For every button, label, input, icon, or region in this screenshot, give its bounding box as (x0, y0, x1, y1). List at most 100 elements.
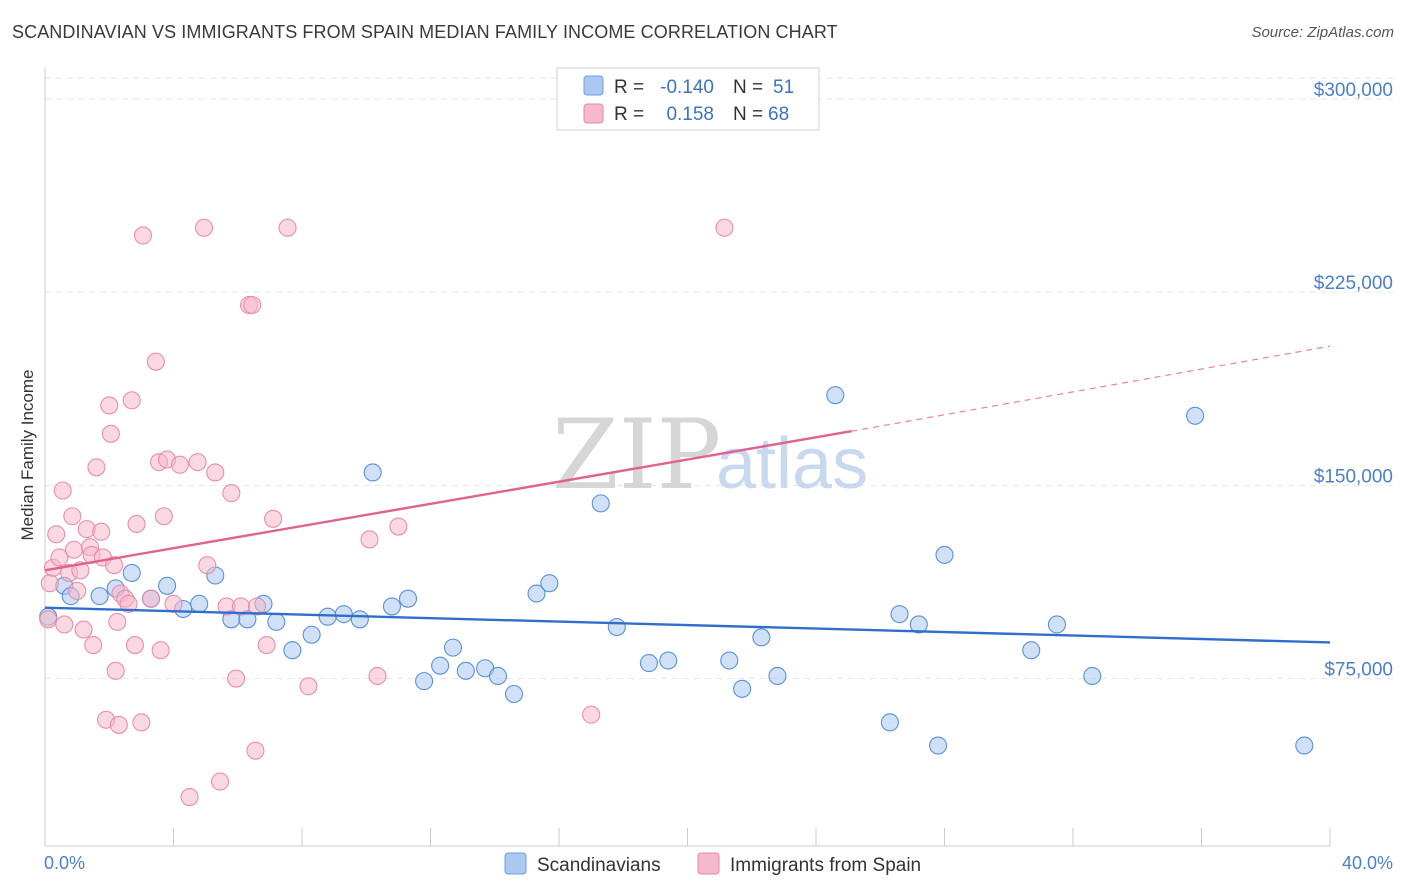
y-tick-label: $75,000 (1324, 660, 1393, 681)
legend: R = -0.140 N = 51 R = 0.158 N = 68 (556, 67, 820, 131)
scandinavian-point (488, 666, 508, 686)
spain-point (222, 484, 241, 503)
scandinavian-point (890, 605, 909, 624)
x-tick-label-max: 40.0% (1342, 853, 1393, 873)
spain-point (389, 517, 408, 536)
scandinavian-point (90, 587, 109, 606)
scandinavian-point (334, 605, 353, 624)
scandinavian-point (350, 610, 369, 629)
watermark: ZIP atlas (552, 399, 868, 511)
spain-point (257, 636, 276, 655)
scandinavian-point (443, 638, 463, 657)
legend-r-label: R = (614, 77, 644, 98)
spain-point (132, 713, 151, 732)
x-tick-label-min: 0.0% (44, 853, 85, 873)
spain-trend-line-extension (851, 345, 1331, 432)
y-tick-label: $225,000 (1314, 273, 1393, 294)
spain-point (63, 507, 82, 526)
spain-point (188, 453, 207, 472)
spain-point (125, 636, 144, 655)
scandinavian-point (267, 612, 286, 631)
scandinavian-trend-line (44, 606, 1331, 644)
spain-point (194, 218, 214, 237)
spain-point (133, 226, 153, 245)
spain-point (154, 507, 173, 526)
spain-point (92, 522, 111, 541)
spain-point (50, 548, 69, 567)
legend-r-value: 0.158 (666, 104, 714, 125)
legend-r-label: R = (614, 104, 644, 125)
axes (44, 68, 1331, 847)
spain-point (53, 481, 72, 500)
spain-point (39, 610, 58, 629)
scandinavian-point (540, 574, 559, 593)
bottom-legend-swatch-spain (697, 852, 720, 875)
legend-swatch-scandinavians (583, 75, 604, 96)
spain-point (211, 772, 230, 791)
source-credit: Source: ZipAtlas.com (1251, 24, 1394, 41)
spain-point (206, 463, 225, 482)
spain-point (122, 391, 141, 410)
spain-point (74, 620, 93, 639)
spain-point (68, 581, 87, 601)
scandinavian-point (122, 563, 141, 582)
spain-point (119, 594, 138, 613)
spain-point (246, 741, 265, 760)
scandinavian-point (607, 617, 626, 637)
scandinavian-point (283, 641, 302, 660)
scandinavian-point (363, 463, 382, 482)
scandinavian-point (591, 494, 610, 513)
scandinavian-point (415, 672, 434, 691)
spain-point (278, 218, 297, 237)
spain-point (299, 677, 318, 696)
scandinavian-point (880, 713, 899, 732)
spain-point (164, 594, 183, 613)
spain-point (141, 589, 161, 608)
spain-point (247, 597, 267, 616)
scandinavian-point (1083, 666, 1102, 686)
spain-point (108, 612, 127, 631)
scandinavian-point (720, 651, 739, 670)
spain-point (40, 574, 59, 593)
spain-point (101, 424, 120, 443)
scandinavian-point (733, 679, 752, 698)
legend-swatch-spain (583, 103, 604, 124)
scandinavian-point (527, 584, 546, 603)
spain-point (198, 556, 217, 575)
scandinavian-point (318, 607, 337, 626)
spain-point (582, 705, 601, 724)
bottom-legend-label-spain: Immigrants from Spain (730, 855, 921, 876)
spain-point (109, 715, 128, 734)
spain-point (227, 669, 246, 688)
spain-point (360, 530, 379, 549)
scandinavian-point (935, 545, 954, 564)
scandinavian-point (398, 589, 418, 608)
x-ticks (173, 828, 1331, 846)
bottom-legend-swatch-scandinavians (504, 852, 527, 875)
scandinavian-point (1295, 736, 1314, 755)
scandinavian-point (768, 666, 787, 686)
legend-n-value: 51 (773, 77, 794, 98)
y-tick-label: $150,000 (1314, 466, 1393, 487)
scandinavians-points (39, 386, 1314, 755)
scandinavian-point (659, 651, 678, 670)
trend-lines (44, 345, 1331, 644)
y-tick-label: $300,000 (1314, 80, 1393, 101)
bottom-legend: Scandinavians Immigrants from Spain (504, 852, 921, 876)
gridlines (45, 77, 1393, 680)
spain-point (127, 514, 146, 534)
spain-point (170, 455, 189, 474)
scandinavian-point (382, 597, 402, 616)
spain-point (264, 509, 283, 528)
spain-point (180, 788, 199, 807)
spain-point (106, 661, 125, 680)
y-tick-labels: $75,000 $150,000 $225,000 $300,000 (1314, 80, 1393, 681)
spain-point (368, 666, 387, 686)
scandinavian-point (456, 661, 475, 680)
legend-n-label: N = (733, 104, 763, 125)
watermark-zip: ZIP (552, 399, 721, 511)
spain-point (105, 556, 124, 575)
y-axis-title: Median Family Income (18, 369, 37, 540)
scandinavian-point (929, 736, 948, 755)
